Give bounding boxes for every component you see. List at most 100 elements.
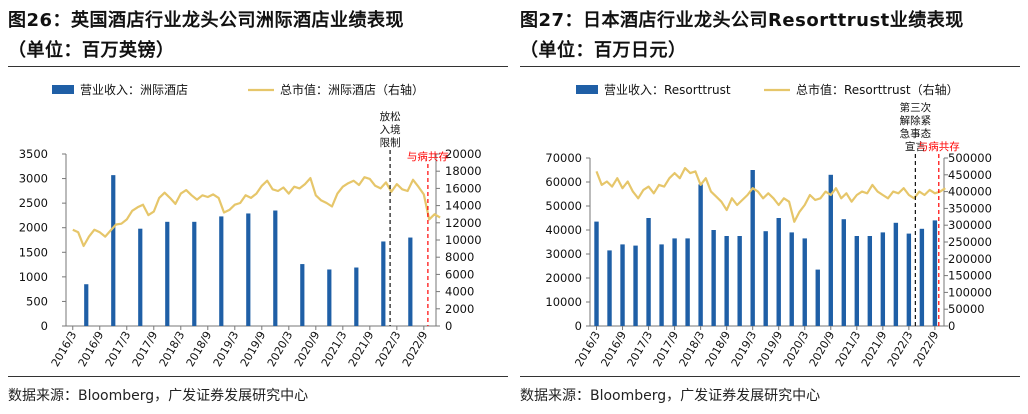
y-tick-label: 10000	[545, 295, 582, 309]
legend-bar-label: 营业收入：Resorttrust	[604, 83, 731, 97]
y2-tick-label: 100000	[948, 285, 992, 299]
source-note: 数据来源：Bloomberg，广发证券发展研究中心	[8, 388, 309, 404]
chart-title: 图26：英国酒店行业龙头公司洲际酒店业绩表现	[8, 10, 405, 31]
bar	[893, 222, 899, 326]
annotation-label: 急事态	[900, 127, 932, 140]
y-tick-label: 60000	[545, 175, 582, 189]
annotation-label: 与病共存	[407, 150, 449, 163]
y-tick-label: 20000	[545, 271, 582, 285]
bar	[273, 210, 278, 326]
y-tick-label: 0	[575, 319, 582, 333]
y2-tick-label: 20000	[445, 147, 482, 161]
x-tick-label: 2022/9	[400, 329, 431, 369]
bar	[724, 236, 729, 326]
bar	[354, 267, 359, 326]
annotation-label: 解除紧	[900, 114, 932, 127]
combo-chart-right: 营业收入：Resorttrust 总市值：Resorttrust（右轴） 0 1000…	[545, 82, 992, 369]
legend-bar-swatch	[576, 85, 598, 94]
bar	[919, 228, 925, 326]
y-tick-label: 50000	[545, 199, 582, 213]
y2-tick-label: 16000	[445, 181, 482, 195]
y-tick-label: 70000	[545, 151, 582, 165]
y2-tick-label: 6000	[445, 267, 474, 281]
y2-tick-label: 14000	[445, 199, 482, 213]
x-tick-label: 2022/9	[911, 329, 942, 369]
annotation-label: 第三次	[900, 101, 932, 114]
bar	[906, 233, 912, 326]
bar	[607, 250, 612, 326]
bar	[932, 220, 938, 326]
y-tick-label: 30000	[545, 247, 582, 261]
bar	[381, 241, 386, 326]
divider-top	[520, 66, 1020, 67]
chart-subtitle: （单位：百万日元）	[520, 40, 687, 61]
bar	[620, 244, 625, 326]
y2-tick-label: 0	[445, 319, 452, 333]
chart-panel-left: 图26：英国酒店行业龙头公司洲际酒店业绩表现 （单位：百万英镑） 营业收入：洲际…	[8, 0, 508, 414]
market-cap-line	[72, 176, 441, 248]
y2-tick-label: 0	[948, 319, 955, 333]
y-tick-label: 1000	[19, 270, 48, 284]
chart-subtitle: （单位：百万英镑）	[8, 40, 175, 61]
bar	[880, 232, 886, 326]
combo-chart-left: 营业收入：洲际酒店 总市值：洲际酒店（右轴） 0 500 1000 1500 2000 250…	[19, 82, 482, 369]
divider-bottom	[8, 376, 508, 377]
chart-title: 图27：日本酒店行业龙头公司Resorttrust业绩表现	[520, 10, 964, 31]
bar	[246, 213, 251, 326]
bar	[111, 175, 116, 326]
bar	[711, 230, 716, 326]
bar	[633, 245, 638, 326]
annotation-label: 放松	[380, 110, 401, 123]
annotation-label: 限制	[380, 136, 401, 149]
y-tick-label: 0	[41, 319, 48, 333]
market-cap-line	[595, 166, 946, 223]
legend-line-label: 总市值：Resorttrust（右轴）	[796, 82, 959, 97]
bar	[659, 244, 664, 326]
bar	[84, 284, 89, 326]
bar	[698, 184, 703, 326]
y2-tick-label: 250000	[948, 235, 992, 249]
legend-line-label: 总市值：洲际酒店（右轴）	[280, 82, 424, 97]
bar	[646, 218, 651, 326]
y-tick-label: 2000	[19, 221, 48, 235]
bar	[867, 236, 873, 326]
legend-bar-swatch	[52, 85, 74, 94]
bar	[737, 236, 742, 326]
bar	[750, 170, 755, 326]
bar	[802, 238, 807, 326]
bar	[219, 216, 224, 326]
y2-tick-label: 200000	[948, 252, 992, 266]
y2-tick-label: 8000	[445, 250, 474, 264]
y2-tick-label: 400000	[948, 185, 992, 199]
divider-bottom	[520, 376, 1020, 377]
bar	[408, 237, 413, 326]
bar	[594, 221, 599, 326]
y-tick-label: 1500	[19, 245, 48, 259]
bar	[165, 221, 170, 326]
y2-tick-label: 10000	[445, 233, 482, 247]
y2-tick-label: 50000	[948, 302, 985, 316]
bar	[815, 269, 820, 326]
y-tick-label: 3500	[19, 147, 48, 161]
bar	[672, 238, 677, 326]
bar	[828, 174, 833, 326]
legend-bar-label: 营业收入：洲际酒店	[80, 83, 188, 97]
y2-tick-label: 2000	[445, 302, 474, 316]
bar	[300, 264, 305, 326]
bar	[763, 231, 768, 326]
annotation-label: 与病共存	[918, 140, 960, 153]
y2-tick-label: 18000	[445, 164, 482, 178]
bar	[789, 232, 794, 326]
bar	[841, 219, 846, 326]
bar	[854, 236, 860, 326]
annotation-label: 宣言	[905, 140, 926, 153]
divider-top	[8, 66, 508, 67]
bar	[327, 269, 332, 326]
bar	[685, 238, 690, 326]
y2-tick-label: 350000	[948, 201, 992, 215]
y2-tick-label: 300000	[948, 218, 992, 232]
y-tick-label: 2500	[19, 196, 48, 210]
bar	[776, 218, 781, 326]
y2-tick-label: 12000	[445, 216, 482, 230]
y2-tick-label: 150000	[948, 269, 992, 283]
